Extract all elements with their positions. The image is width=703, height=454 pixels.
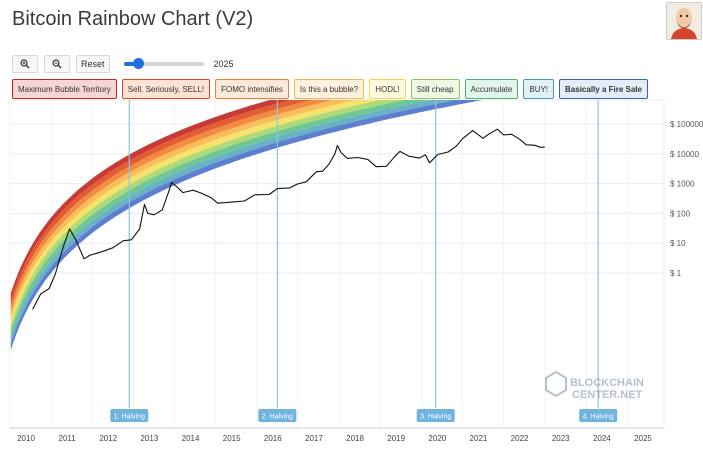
year-slider-handle[interactable] <box>132 58 144 69</box>
x-tick-label-4: 2013 <box>140 434 158 443</box>
x-tick-label-15: 2024 <box>593 434 611 443</box>
page-title: Bitcoin Rainbow Chart (V2) <box>12 8 254 30</box>
halving-label-box-4 <box>579 409 618 422</box>
zoom-in-button[interactable] <box>12 55 38 73</box>
rainbow-band-8 <box>10 100 663 344</box>
halving-label-3: 3. Halving <box>420 414 451 421</box>
avatar-illustration <box>667 3 701 39</box>
zoom-out-icon <box>52 59 62 69</box>
legend-item-5[interactable]: HODL! <box>369 79 406 99</box>
rainbow-band-9 <box>10 100 663 351</box>
x-tick-label-10: 2019 <box>387 434 405 443</box>
year-slider-fill <box>123 62 138 66</box>
halving-label-1: 1. Halving <box>114 414 145 421</box>
x-tick-label-12: 2021 <box>470 434 488 443</box>
year-slider-value: 2025 <box>213 59 234 69</box>
btc-price-line <box>32 128 545 310</box>
y-tick-label-4: $ 100 <box>670 209 691 218</box>
halving-label-2: 2. Halving <box>262 414 293 421</box>
x-tick-label-16: 2025 <box>634 434 652 443</box>
x-tick-label-5: 2014 <box>182 434 200 443</box>
x-tick-label-8: 2017 <box>305 434 323 443</box>
x-tick-label-11: 2020 <box>428 434 446 443</box>
reset-button[interactable]: Reset <box>76 55 110 73</box>
legend-item-2[interactable]: Sell. Seriously, SELL! <box>121 79 211 99</box>
x-tick-label-1: 2010 <box>17 434 35 443</box>
watermark-line2: CENTER.NET <box>572 389 643 401</box>
x-tick-label-2: 2011 <box>59 434 77 443</box>
halving-label-box-2 <box>258 409 297 422</box>
x-tick-label-14: 2023 <box>552 434 570 443</box>
legend-item-4[interactable]: Is this a bubble? <box>293 79 365 99</box>
halving-label-box-3 <box>416 409 455 422</box>
y-tick-label-6: $ 1 <box>670 269 682 278</box>
author-avatar <box>666 2 702 40</box>
x-tick-label-9: 2018 <box>346 434 364 443</box>
year-slider[interactable] <box>123 58 204 69</box>
halving-label-box-1 <box>110 409 149 422</box>
zoom-in-icon <box>20 59 30 69</box>
legend-item-7[interactable]: Accumulate <box>464 79 519 99</box>
blockchaincenter-logo-icon <box>545 370 567 398</box>
y-tick-label-3: $ 1000 <box>670 180 695 189</box>
y-tick-label-1: $ 100000 <box>670 120 703 129</box>
legend-item-3[interactable]: FOMO intensifies <box>215 79 289 99</box>
legend-item-6[interactable]: Still cheap <box>410 79 460 99</box>
halving-label-4: 4. Halving <box>583 414 614 421</box>
y-tick-label-2: $ 10000 <box>670 150 699 159</box>
x-tick-label-6: 2015 <box>223 434 241 443</box>
band-legend: Maximum Bubble Territory Sell. Seriously,… <box>12 79 648 99</box>
chart-toolbar: Reset 2025 <box>12 55 234 73</box>
x-tick-label-3: 2012 <box>99 434 117 443</box>
y-tick-label-5: $ 10 <box>670 239 686 248</box>
legend-item-9[interactable]: Basically a Fire Sale <box>559 79 648 99</box>
legend-item-8[interactable]: BUY! <box>523 79 555 99</box>
x-tick-label-13: 2022 <box>511 434 529 443</box>
zoom-out-button[interactable] <box>44 55 70 73</box>
legend-item-1[interactable]: Maximum Bubble Territory <box>12 79 117 99</box>
watermark-line1: BLOCKCHAIN <box>570 377 644 389</box>
x-tick-label-7: 2016 <box>264 434 282 443</box>
rainbow-band-4 <box>10 100 663 319</box>
